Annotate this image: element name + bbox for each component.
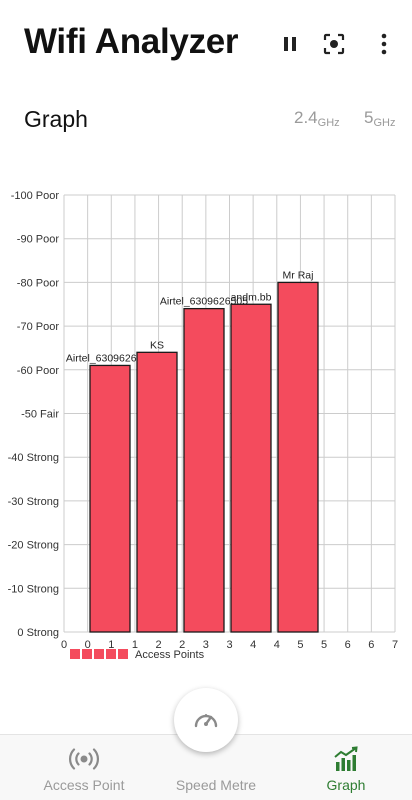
- more-vert-icon[interactable]: [370, 30, 398, 58]
- x-tick-label: 5: [321, 639, 327, 651]
- y-tick-label: -20 Strong: [8, 540, 59, 552]
- x-tick-label: 1: [108, 639, 114, 651]
- nav-label: Graph: [326, 777, 366, 793]
- band-unit: GHz: [317, 117, 340, 129]
- x-tick-label: 0: [85, 639, 91, 651]
- x-tick-label: 4: [250, 639, 256, 651]
- signal-strength-chart: -100 Poor -90 Poor -80 Poor -70 Poor -60 Poo…: [8, 190, 398, 661]
- bar-label: KS: [150, 339, 164, 351]
- x-tick-label: 3: [203, 639, 209, 651]
- x-tick-label: 1: [132, 639, 138, 651]
- x-tick-label: 6: [368, 639, 374, 651]
- band-5ghz-option[interactable]: 5GHz: [364, 108, 395, 129]
- bar: [89, 364, 131, 633]
- y-tick-label: -80 Poor: [17, 277, 60, 289]
- pause-icon[interactable]: [276, 30, 304, 58]
- band-value: 2.4: [294, 108, 318, 127]
- page-title: Graph: [24, 106, 88, 132]
- y-tick-label: -40 Strong: [8, 452, 59, 464]
- bar: [136, 351, 178, 633]
- x-tick-label: 7: [392, 639, 398, 651]
- legend-swatch: [106, 649, 116, 659]
- band-value: 5: [364, 108, 374, 127]
- legend-swatch: [82, 649, 92, 659]
- band-2-4ghz-option[interactable]: 2.4GHz: [294, 108, 340, 129]
- app-title: Wifi Analyzer: [24, 22, 239, 61]
- x-tick-label: 5: [297, 639, 303, 651]
- bar-label: Airtel_6309626505: [66, 352, 154, 364]
- x-tick-label: 0: [61, 639, 67, 651]
- bar-label: Airtel_6309626505: [160, 296, 248, 308]
- band-unit: GHz: [373, 117, 396, 129]
- y-tick-label: 0 Strong: [17, 627, 59, 639]
- x-tick-label: 6: [345, 639, 351, 651]
- x-tick-label: 2: [156, 639, 162, 651]
- legend-swatch: [94, 649, 104, 659]
- access-point-icon: [69, 748, 99, 770]
- speedometer-icon: [194, 714, 218, 728]
- nav-access-point[interactable]: Access Point: [24, 735, 144, 800]
- x-tick-label: 2: [179, 639, 185, 651]
- speed-metre-fab[interactable]: [174, 688, 238, 752]
- y-tick-label: -70 Poor: [17, 321, 60, 333]
- legend-swatch: [70, 649, 80, 659]
- y-tick-label: -30 Strong: [8, 496, 59, 508]
- nav-graph[interactable]: Graph: [296, 735, 396, 800]
- y-tick-label: -60 Poor: [17, 365, 60, 377]
- y-tick-label: -50 Fair: [21, 409, 59, 421]
- nav-label: Speed Metre: [175, 777, 257, 793]
- bar: [183, 307, 225, 633]
- x-tick-label: 3: [226, 639, 232, 651]
- bar: [277, 281, 319, 633]
- legend-label: Access Points: [135, 649, 205, 661]
- y-tick-label: -10 Strong: [8, 583, 59, 595]
- y-tick-label: -100 Poor: [11, 190, 60, 202]
- x-tick-label: 4: [274, 639, 280, 651]
- capture-icon[interactable]: [320, 30, 348, 58]
- legend-swatch: [118, 649, 128, 659]
- y-tick-label: -90 Poor: [17, 234, 60, 246]
- bar-label: Mr Raj: [283, 269, 314, 281]
- bar: [230, 303, 272, 633]
- bar-label: andm.bb: [231, 291, 272, 303]
- nav-label: Access Point: [43, 777, 125, 793]
- graph-icon: [334, 746, 358, 771]
- nav-speed-metre[interactable]: Speed Metre: [156, 735, 276, 800]
